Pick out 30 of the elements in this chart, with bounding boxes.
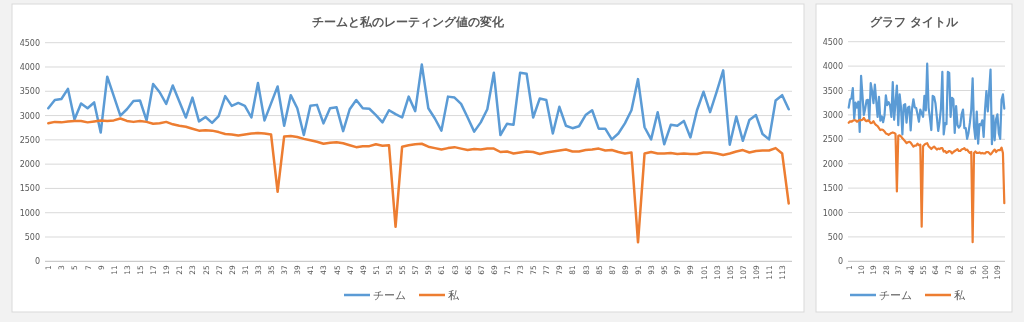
legend-label: チーム — [879, 289, 912, 302]
y-tick-label: 1500 — [822, 184, 843, 194]
line-series — [847, 116, 1006, 244]
line-series — [847, 62, 1006, 146]
y-tick-label: 1000 — [822, 208, 843, 218]
y-tick-label: 2000 — [19, 160, 40, 170]
y-tick-label: 4500 — [822, 37, 843, 47]
line-series — [47, 63, 790, 146]
y-tick-label: 500 — [24, 233, 40, 243]
legend-label: 私 — [954, 289, 966, 302]
y-tick-label: 3500 — [19, 87, 40, 97]
y-tick-label: 3000 — [19, 111, 40, 121]
legend-label: 私 — [448, 289, 460, 302]
y-tick-label: 1000 — [19, 208, 40, 218]
chart-title: グラフ タイトル — [869, 15, 960, 29]
y-tick-label: 4000 — [822, 62, 843, 72]
y-tick-label: 0 — [837, 257, 843, 267]
legend-label: チーム — [373, 289, 406, 302]
y-tick-label: 3500 — [822, 86, 843, 96]
y-tick-label: 500 — [827, 232, 843, 242]
y-tick-label: 1500 — [19, 184, 40, 194]
y-tick-label: 2500 — [19, 135, 40, 145]
y-tick-label: 2500 — [822, 135, 843, 145]
line-series — [47, 117, 790, 244]
y-tick-label: 2000 — [822, 159, 843, 169]
chart-title: チームと私のレーティング値の変化 — [312, 15, 505, 29]
y-tick-label: 4500 — [19, 38, 40, 48]
y-tick-label: 4000 — [19, 62, 40, 72]
y-tick-label: 3000 — [822, 110, 843, 120]
y-tick-label: 0 — [34, 257, 40, 267]
